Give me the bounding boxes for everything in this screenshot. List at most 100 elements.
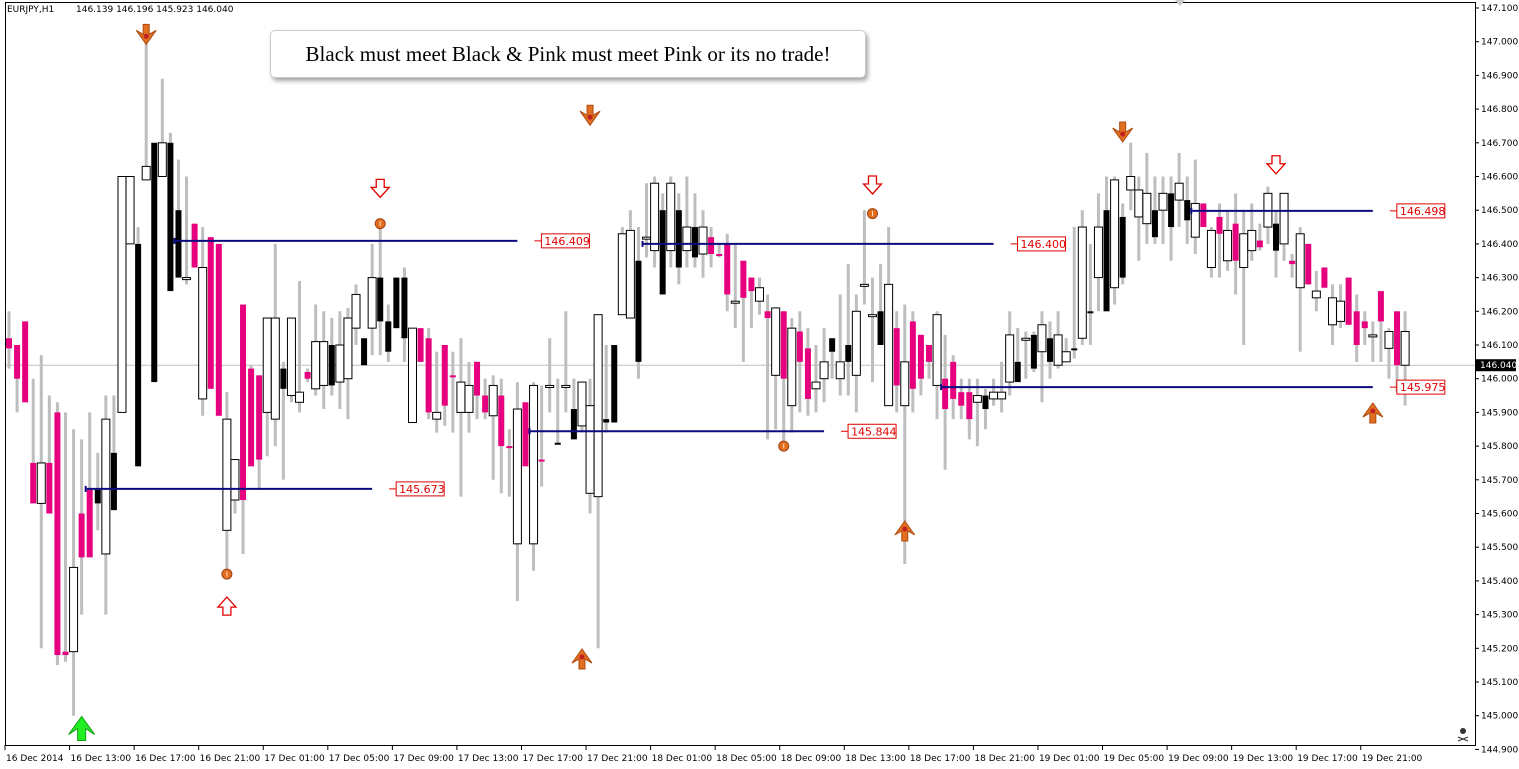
y-tick-label: 147.100 — [1481, 4, 1518, 14]
candle-body-pink — [950, 361, 957, 399]
candle-body-bull — [755, 287, 765, 302]
candle — [972, 378, 982, 447]
candle-body-pink — [1232, 223, 1239, 261]
candle — [94, 452, 101, 531]
candle-body-bear — [377, 277, 384, 322]
candle-body-bear — [877, 311, 884, 345]
candle-body-pink — [1353, 311, 1360, 345]
candle-body-bull — [1093, 226, 1103, 279]
candle-body-bear — [110, 452, 117, 511]
candle — [819, 328, 829, 403]
candle — [811, 345, 821, 413]
candle-body-bear — [611, 345, 618, 423]
candle-body-pink — [256, 375, 263, 460]
candle — [1295, 227, 1305, 352]
candle — [1110, 176, 1120, 305]
candle — [932, 311, 942, 420]
candle — [893, 311, 900, 413]
candle-body-bull — [811, 381, 821, 390]
scroll-marker-icon[interactable] — [1175, 0, 1185, 6]
candle-body-bear — [393, 277, 400, 329]
candle-body-bull — [1336, 300, 1346, 322]
candle — [1087, 243, 1094, 345]
candle — [522, 402, 529, 467]
candle — [230, 459, 240, 514]
sell-arrow-icon — [135, 23, 157, 46]
y-tick-label: 146.300 — [1481, 274, 1518, 284]
candle — [304, 368, 311, 383]
y-tick-label: 145.000 — [1481, 712, 1518, 722]
x-tick-label: 17 Dec 13:00 — [458, 754, 519, 764]
x-tick-label: 19 Dec 09:00 — [1168, 754, 1229, 764]
candle — [198, 227, 208, 416]
candle-body-bull — [1400, 331, 1410, 366]
candle-body-bull — [1037, 324, 1047, 353]
candle — [377, 227, 384, 356]
candle-body-bull — [351, 293, 361, 329]
candle — [1174, 152, 1184, 228]
y-tick-label: 146.200 — [1481, 307, 1518, 317]
candle-body-pink — [708, 237, 715, 255]
candle-body-pink — [248, 368, 255, 467]
candle-body-bull — [577, 381, 587, 427]
candle — [1289, 254, 1296, 278]
candle — [101, 395, 111, 615]
candle — [1223, 210, 1233, 271]
level-label: 145.673 — [399, 483, 445, 496]
candle — [506, 429, 513, 497]
candle — [182, 176, 192, 285]
x-tick-label: 16 Dec 17:00 — [135, 754, 196, 764]
candle-body-bear — [175, 210, 182, 278]
swing-dot-icon — [778, 440, 790, 452]
level-label: 146.498 — [1400, 205, 1446, 218]
candle — [1047, 321, 1054, 379]
candle — [829, 338, 836, 379]
candle — [1184, 176, 1191, 244]
candles-layer — [6, 41, 1410, 716]
candle-body-bear — [1014, 361, 1021, 383]
candle-body-bear — [280, 368, 287, 389]
candle — [6, 311, 12, 369]
levels-layer: 145.673 146.409 145.844 146.400 146.498 145.9… — [84, 203, 1446, 497]
candle-body-pink — [764, 311, 771, 319]
candle-body-bear — [1030, 334, 1037, 369]
level: 145.844 — [528, 423, 897, 439]
candle — [966, 378, 973, 440]
candle-body-bull — [1077, 226, 1087, 339]
candle — [248, 365, 255, 467]
axes-layer: 147.100 147.000 146.900 146.800 146.700 146.6… — [4, 2, 1518, 764]
current-price-box — [1476, 359, 1516, 372]
level-label-box — [1396, 203, 1446, 219]
sell-arrow-icon — [579, 104, 601, 127]
candle-body-bear — [829, 338, 836, 352]
candle — [1384, 328, 1394, 379]
candle-body-bull — [295, 391, 305, 403]
level-label-box — [847, 423, 897, 439]
candle-body-bull — [408, 327, 417, 424]
candle-body-bear — [167, 142, 174, 292]
candle-body-bull — [343, 317, 353, 380]
buy-signal-arrow-dot — [579, 654, 585, 660]
candle — [498, 378, 505, 494]
level-label-box — [1017, 236, 1067, 252]
candle — [135, 227, 142, 467]
candle-body-bear — [845, 345, 852, 362]
y-tick-label: 145.300 — [1481, 611, 1518, 621]
candle-body-bull — [1327, 297, 1337, 326]
candle — [1353, 294, 1360, 362]
candle-body-bull — [36, 462, 46, 504]
candle-body-bull — [286, 317, 296, 397]
candle — [207, 237, 214, 389]
candle — [1368, 321, 1378, 362]
candle-body-bull — [867, 314, 877, 318]
candle — [859, 210, 869, 305]
candle — [675, 193, 682, 285]
candle — [295, 280, 305, 413]
candle-body-bull — [198, 266, 208, 400]
candle-body-bear — [570, 409, 577, 440]
y-tick-label: 144.900 — [1481, 745, 1518, 755]
x-tick-label: 17 Dec 09:00 — [393, 754, 454, 764]
candle — [625, 210, 635, 319]
candle — [1005, 311, 1015, 396]
